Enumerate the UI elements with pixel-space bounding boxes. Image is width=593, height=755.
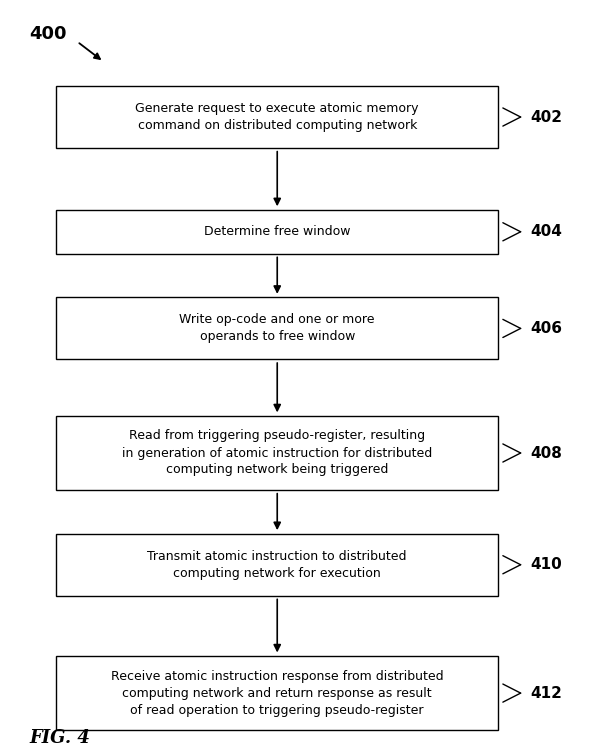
Text: 402: 402 xyxy=(531,109,563,125)
Text: 400: 400 xyxy=(30,25,67,43)
Text: Transmit atomic instruction to distributed
computing network for execution: Transmit atomic instruction to distribut… xyxy=(148,550,407,580)
Text: FIG. 4: FIG. 4 xyxy=(30,729,91,747)
Bar xyxy=(56,86,498,148)
Text: 408: 408 xyxy=(531,445,563,461)
Text: 412: 412 xyxy=(531,686,563,701)
Text: 406: 406 xyxy=(531,321,563,336)
Text: 404: 404 xyxy=(531,224,563,239)
Text: Receive atomic instruction response from distributed
computing network and retur: Receive atomic instruction response from… xyxy=(111,670,444,716)
Bar xyxy=(56,656,498,730)
Bar xyxy=(56,534,498,596)
Text: Read from triggering pseudo-register, resulting
in generation of atomic instruct: Read from triggering pseudo-register, re… xyxy=(122,430,432,476)
Text: 410: 410 xyxy=(531,557,563,572)
Bar xyxy=(56,297,498,359)
Text: Determine free window: Determine free window xyxy=(204,225,350,239)
Bar xyxy=(56,416,498,490)
Text: Write op-code and one or more
operands to free window: Write op-code and one or more operands t… xyxy=(180,313,375,344)
Text: Generate request to execute atomic memory
command on distributed computing netwo: Generate request to execute atomic memor… xyxy=(135,102,419,132)
Bar xyxy=(56,210,498,254)
